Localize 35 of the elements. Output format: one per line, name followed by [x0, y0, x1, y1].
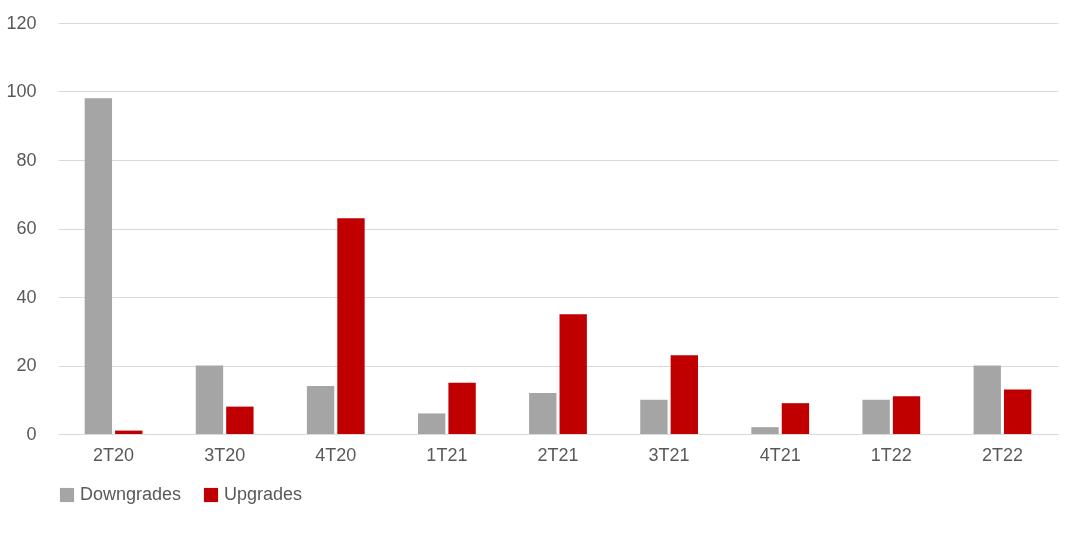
x-tick-label: 1T21 [426, 444, 468, 465]
bar [84, 98, 113, 434]
bar [670, 355, 698, 434]
bar [448, 382, 476, 434]
y-tick-label: 120 [6, 12, 37, 33]
x-tick-label: 4T21 [759, 444, 801, 465]
legend-label: Downgrades [80, 484, 182, 504]
y-tick-label: 100 [6, 81, 37, 101]
bar [337, 218, 365, 434]
x-tick-label: 4T20 [315, 444, 357, 465]
bar [892, 396, 921, 434]
bar [781, 403, 810, 434]
y-tick-label: 40 [16, 286, 37, 307]
bar [973, 365, 1001, 434]
y-tick-label: 20 [16, 355, 37, 375]
bar [418, 413, 446, 434]
x-tick-label: 1T22 [870, 444, 912, 465]
bar [529, 392, 557, 434]
bar [1003, 389, 1032, 434]
x-tick-label: 2T21 [537, 444, 579, 465]
x-tick-label: 3T21 [648, 444, 690, 465]
x-tick-label: 3T20 [204, 444, 246, 465]
bar [862, 399, 890, 434]
y-tick-label: 60 [16, 218, 37, 238]
x-tick-label: 2T22 [981, 444, 1023, 465]
legend-label: Upgrades [224, 484, 303, 504]
bar [226, 406, 254, 434]
y-tick-label: 0 [26, 423, 37, 444]
bar [195, 365, 224, 434]
bar [751, 427, 779, 434]
y-tick-label: 80 [16, 149, 37, 170]
bar [559, 314, 587, 434]
x-tick-label: 2T20 [93, 444, 135, 465]
bar [306, 386, 335, 434]
bar [640, 399, 668, 434]
